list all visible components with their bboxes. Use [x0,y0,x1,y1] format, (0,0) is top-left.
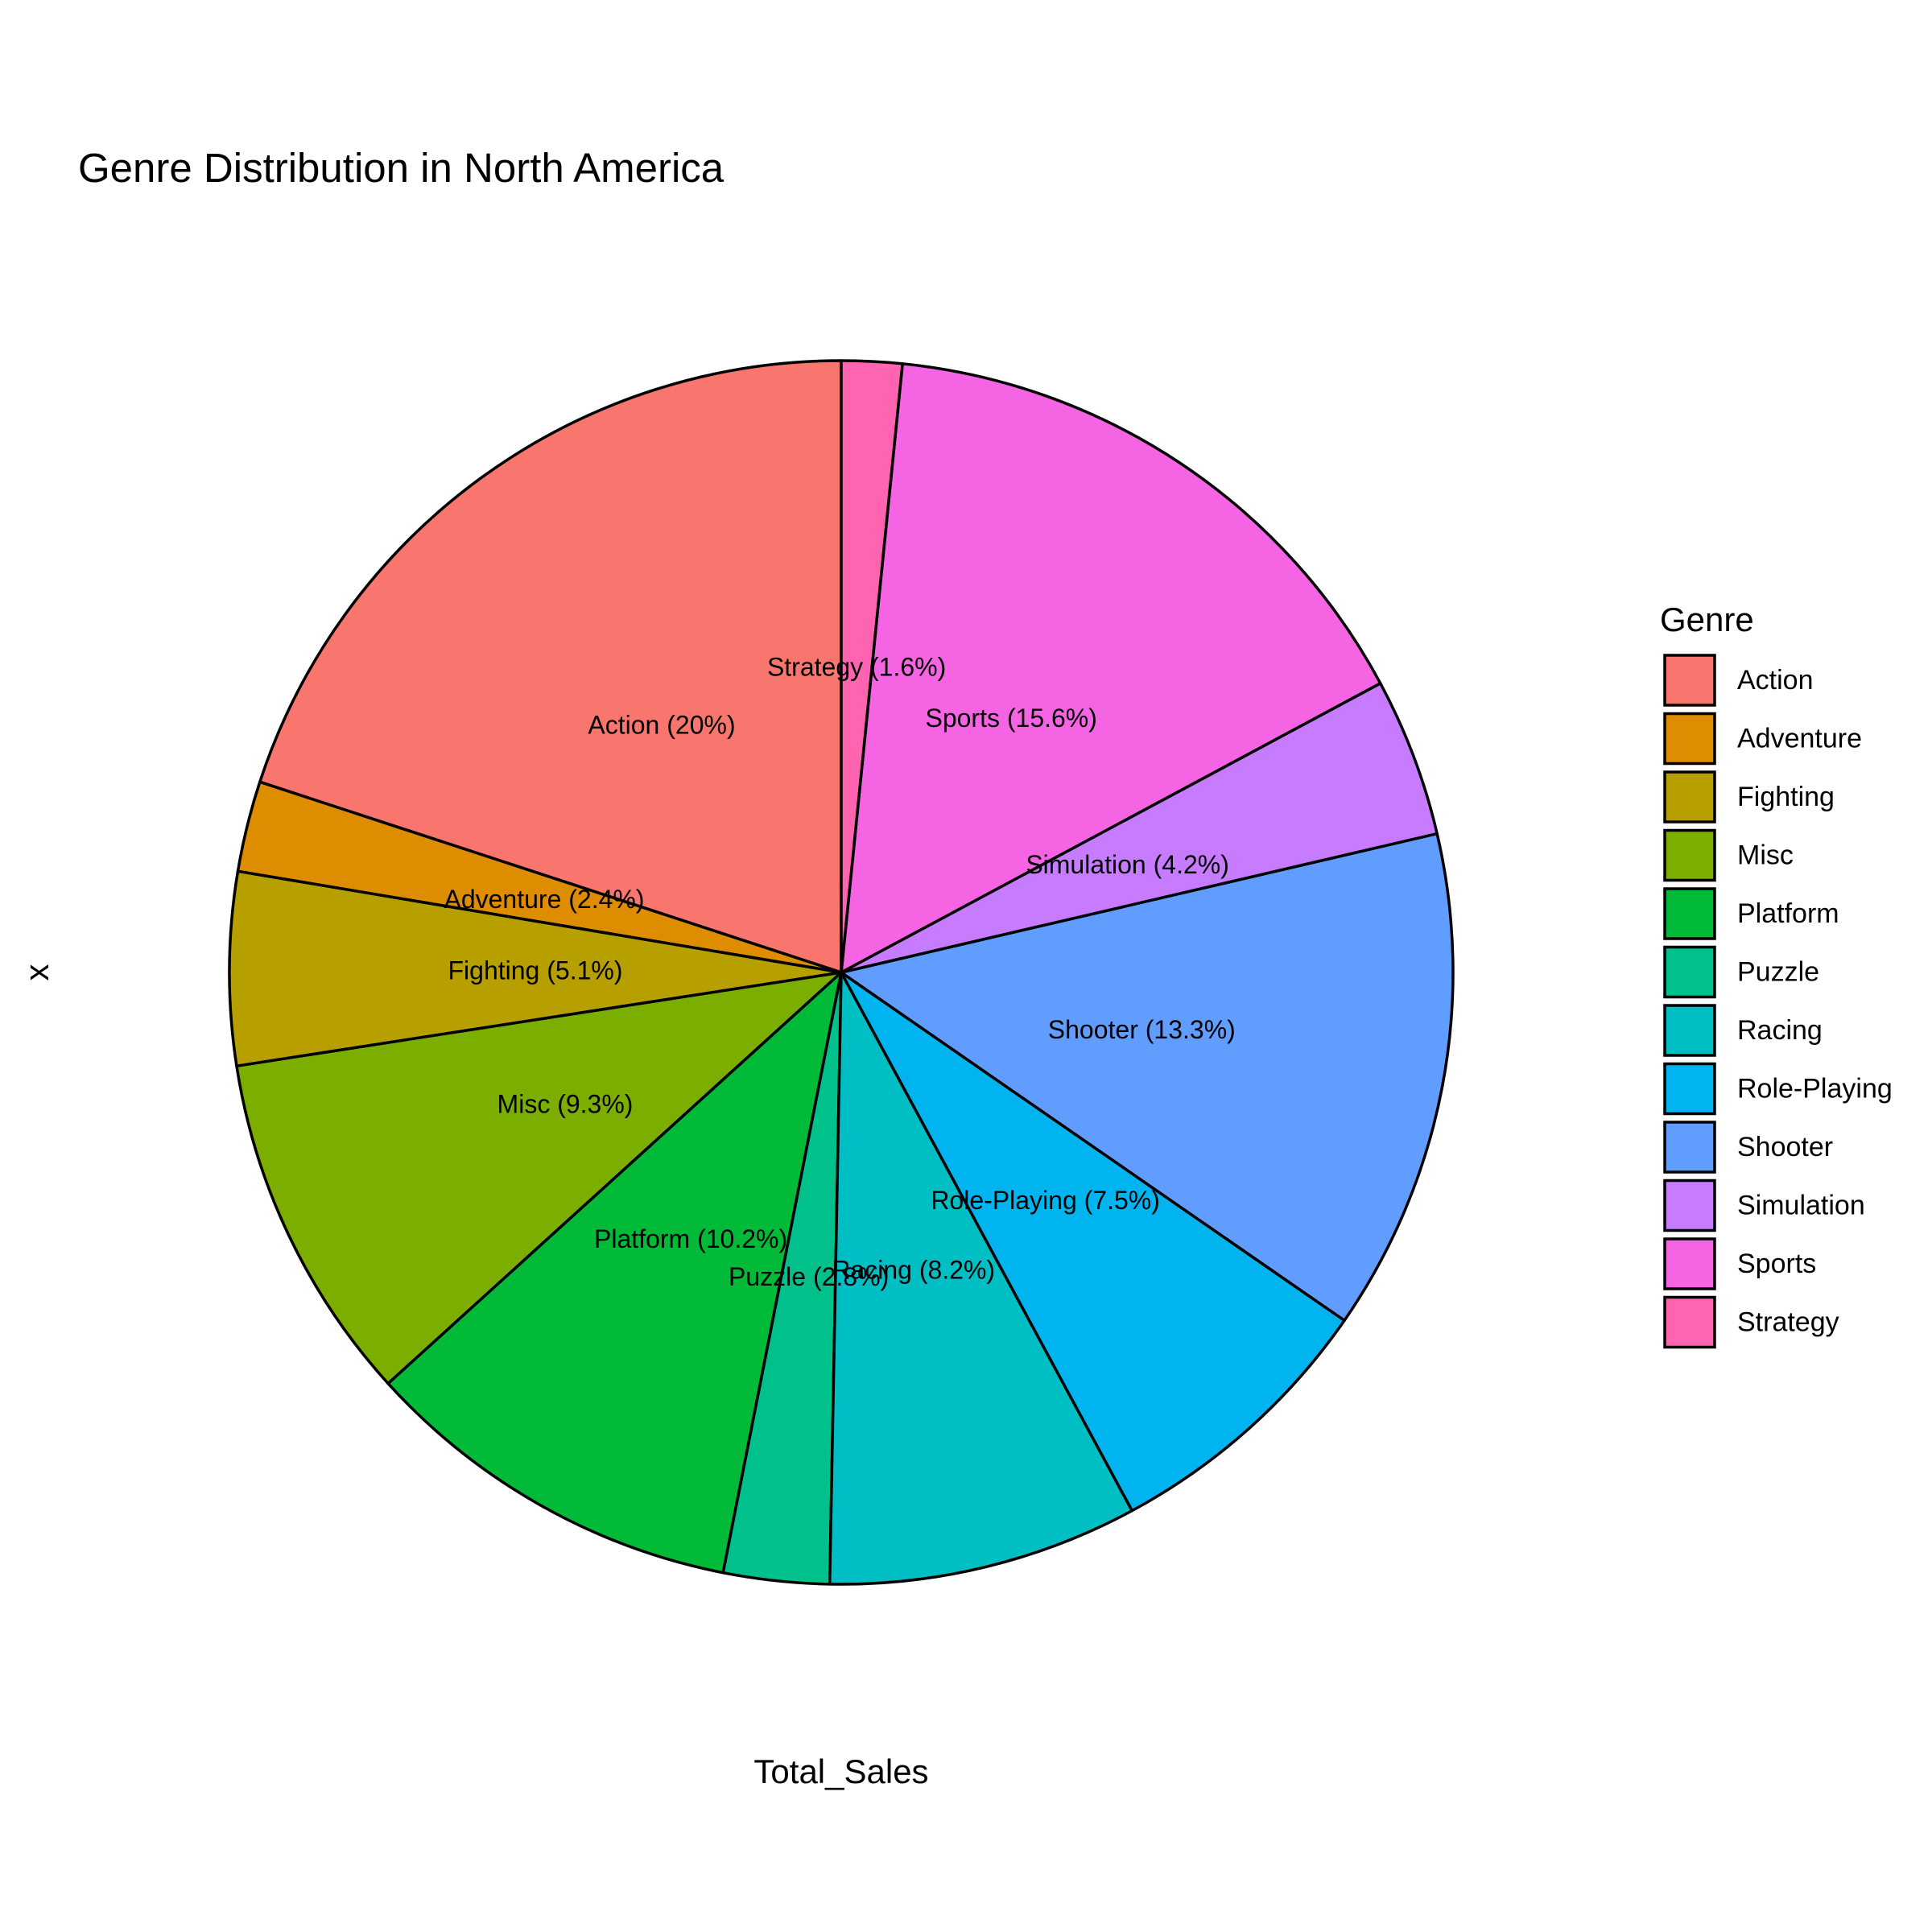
slice-label-role-playing: Role-Playing (7.5%) [931,1186,1160,1215]
x-axis-label: Total_Sales [753,1752,928,1790]
y-axis-label: x [18,964,56,981]
legend-key-platform [1663,887,1716,940]
legend-key-role-playing [1663,1062,1716,1116]
legend-key-simulation [1663,1179,1716,1232]
chart-title: Genre Distribution in North America [78,145,724,191]
slice-label-shooter: Shooter (13.3%) [1048,1015,1236,1044]
legend-label-action: Action [1737,665,1814,696]
slice-label-misc: Misc (9.3%) [497,1090,634,1119]
slice-sports [840,362,1382,974]
legend-key-shooter [1663,1121,1716,1174]
legend: Genre Action Adventure Fighting Misc Platfor… [1660,601,1893,1349]
slice-label-simulation: Simulation (4.2%) [1026,850,1229,879]
legend-key-adventure [1663,712,1716,766]
slice-label-sports: Sports (15.6%) [925,704,1096,733]
legend-label-fighting: Fighting [1737,782,1835,812]
legend-label-sports: Sports [1737,1249,1816,1279]
slice-label-action: Action (20%) [588,710,735,739]
slice-racing [828,971,1134,1586]
slice-label-fighting: Fighting (5.1%) [448,956,623,985]
slice-misc [235,971,843,1385]
legend-key-sports [1663,1237,1716,1290]
legend-label-role-playing: Role-Playing [1737,1074,1893,1104]
slice-platform [386,971,843,1575]
slice-simulation [840,682,1439,974]
slice-shooter [840,832,1455,1323]
legend-label-puzzle: Puzzle [1737,957,1819,988]
legend-label-misc: Misc [1737,840,1794,871]
legend-key-racing [1663,1004,1716,1057]
legend-key-puzzle [1663,945,1716,999]
legend-label-shooter: Shooter [1737,1132,1833,1162]
legend-title: Genre [1660,601,1754,638]
legend-label-adventure: Adventure [1737,724,1862,754]
legend-key-action [1663,654,1716,707]
legend-key-misc [1663,828,1716,882]
slice-label-adventure: Adventure (2.4%) [444,885,644,914]
legend-label-simulation: Simulation [1737,1191,1865,1221]
legend-items: Action Adventure Fighting Misc Platform Puzzl… [1663,654,1893,1349]
legend-key-fighting [1663,770,1716,824]
slice-strategy [840,359,904,974]
slice-label-strategy: Strategy (1.6%) [767,653,946,682]
legend-label-platform: Platform [1737,898,1839,929]
slice-fighting [228,869,843,1068]
pie-slices [228,359,1455,1586]
legend-label-strategy: Strategy [1737,1307,1839,1338]
slice-role-playing [840,971,1346,1513]
pie-slice-labels: Action (20%) Adventure (2.4%) Fighting (5.… [444,653,1235,1291]
legend-key-strategy [1663,1295,1716,1349]
slice-label-racing: Racing (8.2%) [832,1255,995,1284]
slice-action [258,359,843,974]
slice-label-puzzle: Puzzle (2.8%) [729,1262,889,1291]
slice-label-platform: Platform (10.2%) [594,1224,787,1253]
legend-label-racing: Racing [1737,1015,1823,1046]
